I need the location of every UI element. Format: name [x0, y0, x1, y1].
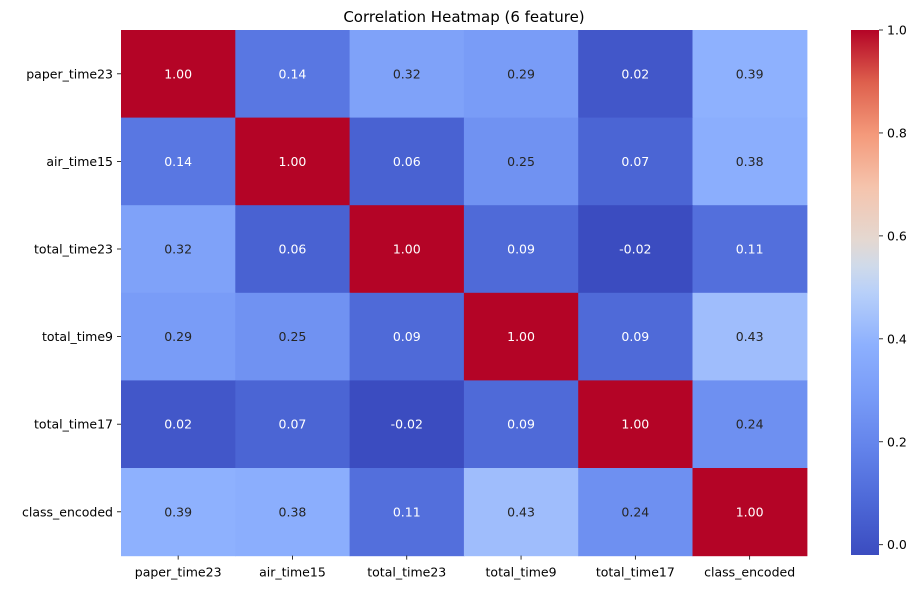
x-tick-label: total_time9: [486, 565, 557, 580]
cell-value-label: 0.43: [736, 329, 764, 344]
x-tick-label: class_encoded: [704, 565, 795, 580]
colorbar-ticks: 0.0 0.2 0.4 0.6 0.8 1.0: [879, 23, 907, 552]
heatmap-cell: [121, 292, 236, 381]
heatmap-cell: [235, 380, 351, 469]
cell-value-label: -0.02: [391, 417, 423, 432]
x-tick-label: paper_time23: [135, 565, 222, 580]
heatmap-cell: [121, 380, 236, 469]
heatmap-cell: [235, 117, 351, 206]
colorbar-tick-label: 0.6: [887, 228, 907, 243]
cell-value-label: 0.32: [393, 66, 421, 81]
cell-value-label: 0.11: [736, 242, 764, 257]
heatmap-cell: [692, 380, 808, 469]
heatmap-cell: [121, 468, 236, 557]
y-tick-label: class_encoded: [22, 504, 113, 519]
heatmap-cell: [121, 205, 236, 294]
colorbar: 0.0 0.2 0.4 0.6 0.8 1.0: [851, 23, 907, 555]
heatmap-cell: [349, 380, 465, 469]
y-tick-label: paper_time23: [26, 66, 113, 81]
cell-value-label: 0.09: [507, 242, 535, 257]
cell-value-label: 0.09: [393, 329, 421, 344]
cell-value-label: 0.06: [279, 242, 307, 257]
x-tick-label: total_time17: [596, 565, 675, 580]
heatmap-cell: [463, 468, 579, 557]
cell-value-label: 1.00: [393, 242, 421, 257]
cell-value-label: 0.02: [621, 66, 649, 81]
cell-value-label: 0.43: [507, 504, 535, 519]
cell-value-label: 0.24: [736, 417, 764, 432]
heatmap-cells: 1.00 0.14 0.32 0.29 0.02 0.39 0.14 1.00 0.06 0.25…: [121, 30, 808, 557]
y-tick-label: total_time23: [34, 242, 113, 257]
y-tick-label: air_time15: [46, 154, 113, 169]
y-axis-ticks: paper_time23 air_time15 total_time23 total_…: [22, 66, 121, 519]
cell-value-label: -0.02: [619, 242, 651, 257]
heatmap-cell: [578, 205, 694, 294]
cell-value-label: 0.39: [736, 66, 764, 81]
heatmap-cell: [463, 205, 579, 294]
heatmap-cell: [463, 380, 579, 469]
heatmap-cell: [235, 468, 351, 557]
y-tick-label: total_time9: [42, 329, 113, 344]
heatmap-cell: [235, 30, 351, 119]
heatmap-cell: [692, 468, 808, 557]
x-axis-ticks: paper_time23 air_time15 total_time23 total_…: [135, 555, 795, 580]
cell-value-label: 1.00: [507, 329, 535, 344]
heatmap-cell: [349, 205, 465, 294]
cell-value-label: 0.38: [279, 504, 307, 519]
heatmap-cell: [578, 117, 694, 206]
cell-value-label: 0.09: [507, 417, 535, 432]
heatmap-cell: [578, 380, 694, 469]
cell-value-label: 0.02: [164, 417, 192, 432]
cell-value-label: 0.07: [279, 417, 307, 432]
heatmap-cell: [692, 205, 808, 294]
colorbar-tick-label: 0.4: [887, 331, 907, 346]
heatmap-cell: [121, 117, 236, 206]
cell-value-label: 0.09: [621, 329, 649, 344]
y-tick-label: total_time17: [34, 417, 113, 432]
cell-value-label: 0.07: [621, 154, 649, 169]
cell-value-label: 0.14: [164, 154, 192, 169]
heatmap-cell: [463, 30, 579, 119]
x-tick-label: total_time23: [367, 565, 446, 580]
heatmap-cell: [349, 292, 465, 381]
cell-value-label: 1.00: [279, 154, 307, 169]
cell-value-label: 0.25: [279, 329, 307, 344]
heatmap-cell: [578, 30, 694, 119]
heatmap-cell: [235, 292, 351, 381]
heatmap-cell: [692, 117, 808, 206]
cell-value-label: 0.32: [164, 242, 192, 257]
heatmap-cell: [692, 30, 808, 119]
heatmap-cell: [235, 205, 351, 294]
chart-title: Correlation Heatmap (6 feature): [343, 8, 584, 26]
cell-value-label: 0.14: [279, 66, 307, 81]
heatmap-cell: [463, 117, 579, 206]
cell-value-label: 0.29: [164, 329, 192, 344]
x-tick-label: air_time15: [259, 565, 326, 580]
colorbar-gradient: [851, 30, 879, 555]
cell-value-label: 1.00: [164, 66, 192, 81]
heatmap-cell: [578, 468, 694, 557]
cell-value-label: 0.06: [393, 154, 421, 169]
cell-value-label: 0.25: [507, 154, 535, 169]
colorbar-tick-label: 0.8: [887, 125, 907, 140]
cell-value-label: 0.38: [736, 154, 764, 169]
cell-value-label: 1.00: [621, 417, 649, 432]
cell-value-label: 1.00: [736, 504, 764, 519]
colorbar-tick-label: 0.0: [887, 537, 907, 552]
heatmap-cell: [349, 30, 465, 119]
heatmap-cell: [578, 292, 694, 381]
heatmap-cell: [349, 117, 465, 206]
cell-value-label: 0.29: [507, 66, 535, 81]
cell-value-label: 0.39: [164, 504, 192, 519]
colorbar-tick-label: 1.0: [887, 23, 907, 38]
heatmap-cell: [463, 292, 579, 381]
heatmap-cell: [692, 292, 808, 381]
cell-value-label: 0.24: [621, 504, 649, 519]
colorbar-tick-label: 0.2: [887, 434, 907, 449]
heatmap-cell: [349, 468, 465, 557]
cell-value-label: 0.11: [393, 504, 421, 519]
heatmap-cell: [121, 30, 236, 119]
